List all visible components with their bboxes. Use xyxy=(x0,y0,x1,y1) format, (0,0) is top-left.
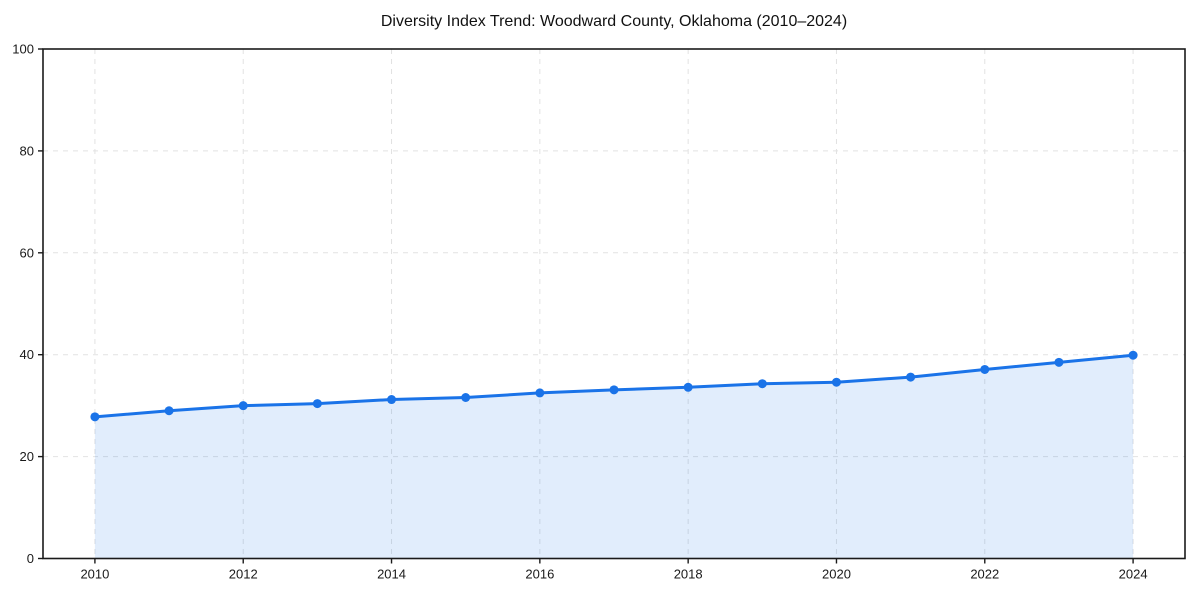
data-point-2021 xyxy=(906,372,916,382)
data-point-2019 xyxy=(757,379,767,389)
data-point-2016 xyxy=(535,388,545,398)
x-tick-label: 2018 xyxy=(674,567,703,582)
data-point-2018 xyxy=(683,382,693,392)
y-tick-label: 0 xyxy=(27,551,34,566)
y-tick-label: 60 xyxy=(20,245,34,260)
data-point-2023 xyxy=(1054,357,1064,367)
data-point-2012 xyxy=(238,401,248,411)
data-point-2022 xyxy=(980,364,990,374)
y-tick-label: 100 xyxy=(12,42,34,57)
data-point-2010 xyxy=(90,412,100,422)
data-point-2024 xyxy=(1128,350,1138,360)
data-point-2017 xyxy=(609,385,619,395)
x-tick-label: 2014 xyxy=(377,567,406,582)
x-tick-label: 2010 xyxy=(80,567,109,582)
x-tick-label: 2022 xyxy=(970,567,999,582)
y-tick-label: 80 xyxy=(20,143,34,158)
x-tick-label: 2016 xyxy=(525,567,554,582)
y-tick-label: 20 xyxy=(20,449,34,464)
area-fill xyxy=(94,355,1134,559)
x-tick-label: 2020 xyxy=(822,567,851,582)
plot-border xyxy=(42,48,1186,560)
data-point-2020 xyxy=(831,377,841,387)
chart-title: Diversity Index Trend: Woodward County, … xyxy=(380,13,848,30)
data-point-2014 xyxy=(387,395,397,405)
data-point-2015 xyxy=(461,392,471,402)
data-point-2011 xyxy=(164,406,174,416)
x-tick-label: 2012 xyxy=(229,567,258,582)
x-tick-label: 2024 xyxy=(1119,567,1148,582)
y-tick-label: 40 xyxy=(20,347,34,362)
data-point-2013 xyxy=(312,399,322,409)
